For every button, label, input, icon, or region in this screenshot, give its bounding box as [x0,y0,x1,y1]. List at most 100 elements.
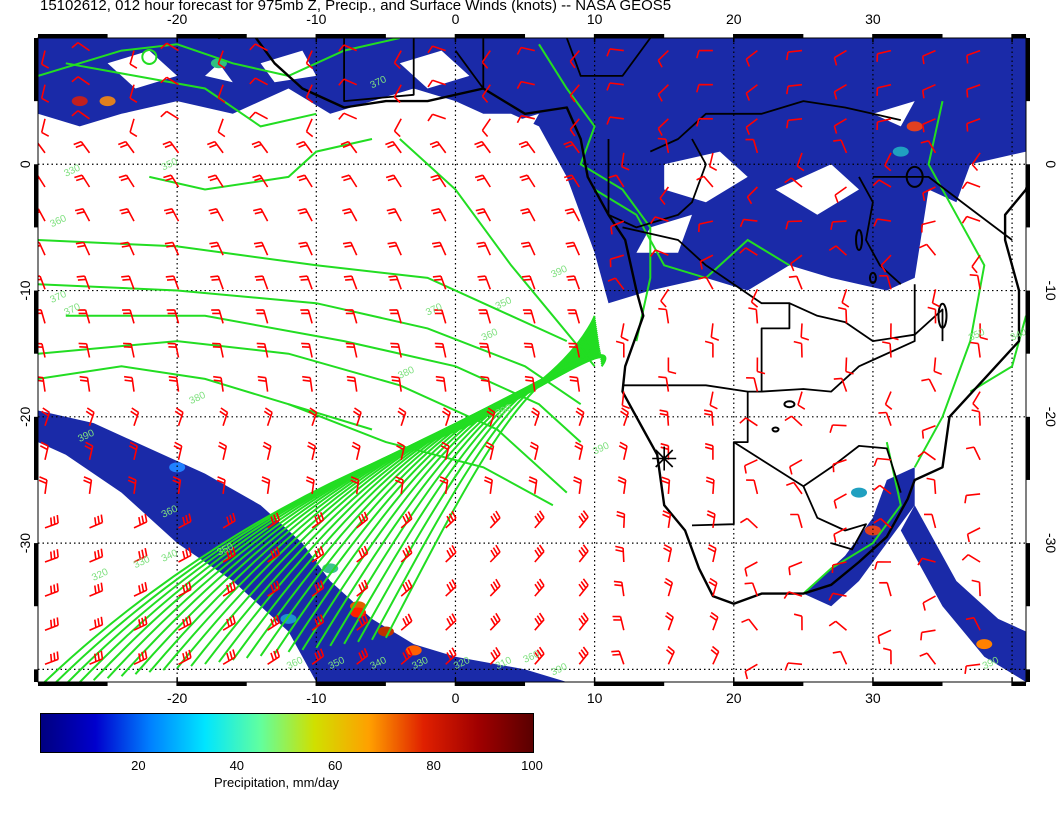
wind-barb [207,174,224,188]
wind-barb [222,546,236,563]
wind-barb [665,645,675,665]
wind-barb [785,220,803,230]
wind-barb [961,554,981,563]
wind-barb [921,220,936,233]
wind-barb [222,615,236,631]
wind-barb [575,407,585,426]
wind-barb [833,139,848,154]
wind-barb [393,118,402,138]
wind-barb [352,407,362,426]
wind-barb [222,512,236,529]
wind-barb [783,591,803,600]
wind-barb [356,511,369,529]
precip-cell [71,96,88,107]
wind-barb [746,479,759,495]
wind-barb [445,545,457,563]
wind-barb [400,613,413,631]
precip-gap [107,50,178,89]
wind-barb [178,513,192,529]
wind-barb [394,476,404,495]
wind-barb [486,407,496,426]
wind-barb [262,441,272,460]
wind-barb [964,493,981,504]
wind-barb [133,513,148,529]
wind-barb [478,309,492,324]
wind-barb [924,513,937,529]
wind-barb [299,275,313,290]
wind-barb [704,442,714,460]
wind-barb [341,174,358,188]
wind-barb [931,289,940,308]
wind-barb [356,647,369,665]
frame-tick-marks [34,34,1030,686]
contour-line [232,343,600,661]
wind-barb [160,76,179,86]
wind-barb [122,309,135,324]
contour-line [913,100,986,468]
wind-barb [385,174,402,188]
wind-barb [834,186,847,203]
wind-barb [44,515,59,529]
wind-barb [217,118,226,138]
wind-barb [162,140,180,154]
wind-barb [477,275,492,290]
wind-barb [744,663,758,680]
wind-barb [340,140,358,154]
wind-barb [445,613,457,631]
wind-barb [305,84,314,104]
wind-barb [121,275,135,290]
wind-barb [564,208,581,222]
wind-barb [610,220,625,235]
wind-barb [127,476,137,495]
lon-label-top: 20 [726,11,742,27]
wind-barb [475,208,492,222]
wind-barb [350,476,360,495]
wind-barb [917,557,936,566]
wind-barb [744,561,758,577]
wind-barb [445,579,457,597]
wind-barb [890,323,899,341]
wind-barb [485,441,495,460]
lat-label-right: 0 [1043,160,1056,168]
wind-barb [611,650,625,665]
wind-barb [659,186,670,205]
precip-gap [775,164,859,215]
wind-barb [621,152,630,171]
wind-barb [129,441,138,460]
country-border [858,176,902,285]
wind-barb [38,241,46,256]
wind-barb [211,309,224,324]
colorbar-tick-label: 40 [229,758,245,773]
precip-cell [864,525,881,536]
wind-barb [77,309,91,324]
contour-line [149,138,373,191]
wind-barb [393,84,402,104]
wind-barb [256,342,269,358]
wind-barb [741,618,759,631]
wind-barb [356,545,369,563]
wind-barb [178,615,192,631]
wind-barb [212,342,224,358]
wind-barb [296,140,313,154]
wind-barb [133,616,148,631]
precip-gap [205,63,233,83]
wind-barb [833,84,847,100]
wind-barb [573,476,582,495]
lon-label-bottom: 20 [726,690,742,706]
wind-barb [267,614,281,631]
wind-barb [89,616,104,631]
wind-barb [343,275,358,290]
lon-label-bottom: -10 [306,690,326,706]
wind-barb [39,441,49,460]
wind-barb [218,441,228,460]
wind-barb [89,548,104,563]
axis-labels: -20 -20 -10 -10 0 0 10 10 20 20 30 30 0 0 -10 -10 -20 -20… [17,11,1056,706]
wind-barb [297,208,313,222]
wind-barb [38,309,46,324]
wind-barb [396,441,406,460]
wind-barb [877,629,892,645]
precip-colorbar [40,713,534,753]
wind-barb [534,544,545,563]
wind-barb [917,451,936,461]
